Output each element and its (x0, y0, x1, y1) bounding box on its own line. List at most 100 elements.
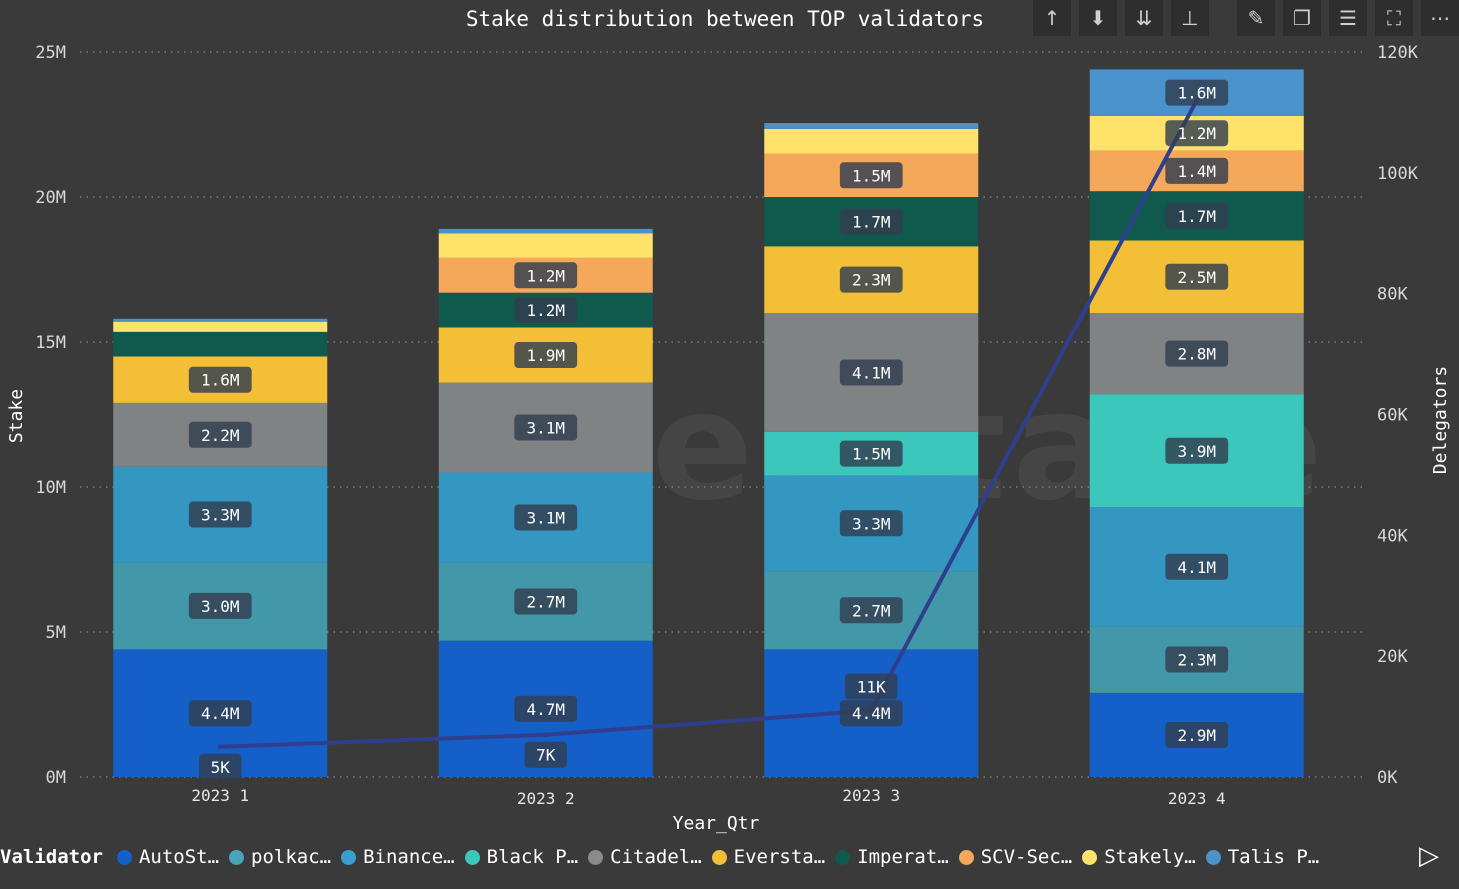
data-label-box (839, 359, 903, 386)
copy-icon[interactable]: ❐ (1283, 0, 1321, 36)
data-label-box (514, 262, 578, 289)
legend-item[interactable]: Black P… (464, 846, 579, 868)
data-label-box (1165, 646, 1229, 673)
bar-data-label: 4.1M (1177, 558, 1216, 577)
line-data-label: 5K (211, 758, 231, 777)
legend-swatch (588, 849, 604, 865)
bar-data-label: 1.6M (201, 371, 240, 390)
x-axis-title: Year_Qtr (673, 813, 760, 834)
line-point (217, 744, 223, 750)
y2-tick-label: 60K (1377, 406, 1408, 426)
y-tick-label: 20M (35, 188, 66, 208)
data-label-box (188, 366, 252, 393)
bar-segment (113, 318, 328, 322)
bar-segment (438, 233, 653, 258)
data-label-box (1165, 79, 1229, 106)
legend-swatch (835, 849, 851, 865)
y2-axis-title: Delegators (1430, 366, 1451, 474)
legend-item[interactable]: Imperat… (835, 846, 949, 868)
data-label-box (1165, 202, 1229, 229)
bar-data-label: 2.9M (1177, 726, 1216, 745)
legend-label: Imperat… (857, 846, 949, 868)
legend-label: AutoSt… (138, 846, 220, 868)
bar-data-label: 1.2M (526, 266, 565, 285)
bar-data-label: 1.5M (852, 166, 891, 185)
legend-item[interactable]: Citadel… (588, 846, 702, 868)
y-tick-label: 10M (35, 478, 66, 498)
data-label-box (839, 266, 903, 293)
data-label-box (514, 504, 578, 531)
bar-data-label: 1.9M (526, 346, 565, 365)
legend-label: SCV-Sec… (980, 846, 1073, 868)
y-axis-title: Stake (6, 389, 27, 443)
y-tick-label: 15M (35, 333, 66, 353)
data-label-box (1165, 721, 1229, 748)
data-label-box (524, 741, 567, 768)
bar-data-label: 4.1M (852, 363, 891, 382)
bar-data-label: 2.2M (201, 426, 240, 445)
bar-data-label: 3.1M (526, 419, 565, 438)
data-label-box (188, 700, 252, 727)
data-label-box (839, 700, 903, 727)
bar-data-label: 1.6M (1177, 84, 1216, 103)
bar-data-label: 2.7M (526, 593, 565, 612)
bar-segment (113, 321, 328, 332)
y2-tick-label: 80K (1377, 285, 1408, 305)
legend: Validator AutoSt… polkac… Binance… Black P…… (0, 842, 1400, 872)
legend-item[interactable]: polkac… (229, 846, 331, 868)
legend-label: Black P… (486, 846, 579, 868)
legend-item[interactable]: Talis P… (1205, 846, 1319, 868)
chart-title: Stake distribution between TOP validator… (466, 7, 984, 31)
legend-label: Eversta… (733, 846, 826, 868)
more-options-icon[interactable]: ⋯ (1421, 0, 1459, 36)
data-label-box (1165, 553, 1229, 580)
bar-segment (764, 123, 979, 129)
arrow-up-icon[interactable]: ↑ (1033, 0, 1071, 36)
hierarchy-icon[interactable]: ⊥ (1171, 0, 1209, 36)
y2-tick-label: 120K (1377, 43, 1419, 63)
expand-all-down-icon[interactable]: ⇊ (1125, 0, 1163, 36)
filter-icon[interactable]: ☰ (1329, 0, 1367, 36)
data-label-box (1165, 120, 1229, 147)
drill-down-icon[interactable]: ⬇ (1079, 0, 1117, 36)
bar-data-label: 3.3M (201, 506, 240, 525)
legend-label: polkac… (251, 846, 332, 868)
legend-swatch (1205, 849, 1221, 865)
data-label-box (188, 501, 252, 528)
data-label-box (188, 421, 252, 448)
bar-data-label: 4.7M (526, 700, 565, 719)
data-label-box (1165, 263, 1229, 290)
legend-item[interactable]: AutoSt… (116, 846, 220, 868)
bar-data-label: 3.0M (201, 597, 240, 616)
bar-data-label: 1.7M (852, 213, 891, 232)
visual-toolbar: ↑ ⬇ ⇊ ⊥ ✎ ❐ ☰ ⛶ ⋯ (1025, 0, 1459, 36)
legend-swatch (711, 849, 727, 865)
bar-data-label: 2.7M (852, 601, 891, 620)
x-tick-label: 2023 4 (1168, 789, 1226, 808)
data-label-box (514, 414, 578, 441)
data-label-box (839, 208, 903, 235)
data-label-box (514, 588, 578, 615)
bar-data-label: 2.3M (852, 271, 891, 290)
pin-icon[interactable]: ✎ (1237, 0, 1275, 36)
bar-data-label: 1.4M (1177, 162, 1216, 181)
bar-data-label: 1.5M (852, 445, 891, 464)
bar-data-label: 2.8M (1177, 345, 1216, 364)
line-data-label: 7K (536, 746, 556, 765)
data-label-box (188, 592, 252, 619)
legend-item[interactable]: SCV-Sec… (958, 846, 1073, 868)
legend-item[interactable]: Binance… (341, 846, 455, 868)
legend-item[interactable]: Eversta… (711, 846, 826, 868)
legend-swatch (341, 849, 357, 865)
focus-mode-icon[interactable]: ⛶ (1375, 0, 1413, 36)
legend-item[interactable]: Stakely… (1082, 846, 1196, 868)
bar-segment (764, 128, 979, 154)
line-point (543, 732, 549, 738)
legend-swatch (464, 849, 480, 865)
legend-title: Validator (0, 846, 103, 868)
legend-next-icon[interactable]: ▷ (1419, 841, 1439, 871)
data-label-box (514, 297, 578, 324)
data-label-box (514, 695, 578, 722)
delegators-line (220, 99, 1199, 749)
data-label-box (839, 440, 903, 467)
